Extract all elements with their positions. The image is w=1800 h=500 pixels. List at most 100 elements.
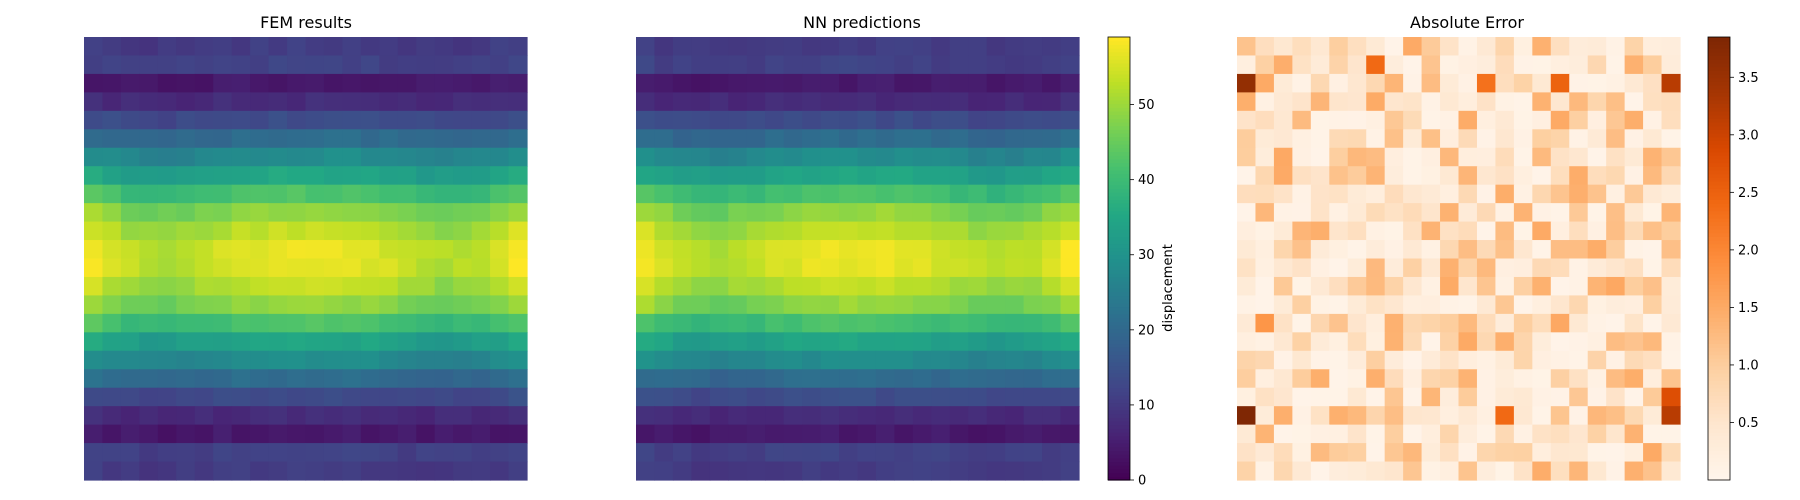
fem-cell-r17-c4 (157, 350, 177, 370)
nn-cell-r20-c11 (839, 406, 859, 426)
fem-cell-r6-c9 (250, 147, 270, 167)
fem-cell-r16-c3 (139, 332, 159, 352)
err-cell-r12-c7 (1366, 258, 1386, 278)
err-cell-r3-c18 (1569, 92, 1589, 112)
nn-cell-r1-c15 (912, 55, 932, 75)
err-cell-r17-c22 (1643, 350, 1663, 370)
nn-cell-r9-c22 (1042, 203, 1062, 223)
nn-cell-r6-c9 (802, 147, 822, 167)
fem-cell-r3-c0 (84, 92, 104, 112)
error-colorbar-gradient-step (1708, 118, 1730, 123)
nn-cell-r3-c2 (672, 92, 692, 112)
err-cell-r11-c20 (1606, 240, 1626, 260)
nn-cell-r17-c15 (912, 350, 932, 370)
err-cell-r4-c20 (1606, 110, 1626, 130)
fem-cell-r11-c15 (360, 240, 380, 260)
fem-cell-r1-c19 (434, 55, 454, 75)
nn-cell-r23-c12 (857, 461, 877, 481)
nn-cell-r12-c13 (875, 258, 896, 278)
fem-cell-r12-c18 (416, 258, 436, 278)
nn-cell-r11-c7 (765, 240, 785, 260)
fem-cell-r15-c20 (453, 313, 473, 333)
nn-cell-r23-c11 (839, 461, 859, 481)
err-cell-r10-c5 (1329, 221, 1349, 241)
err-cell-r0-c5 (1329, 37, 1349, 57)
fem-cell-r16-c18 (416, 332, 436, 352)
fem-cell-r22-c16 (379, 443, 399, 463)
nn-cell-r22-c12 (857, 443, 877, 463)
fem-cell-r18-c17 (397, 369, 417, 389)
fem-cell-r15-c21 (471, 313, 491, 333)
nn-cell-r2-c13 (875, 73, 896, 93)
err-cell-r19-c18 (1569, 387, 1589, 407)
fem-cell-r12-c1 (102, 258, 122, 278)
err-cell-r9-c11 (1440, 203, 1460, 223)
err-cell-r7-c20 (1606, 166, 1626, 186)
fem-cell-r3-c19 (434, 92, 454, 112)
err-cell-r9-c2 (1273, 203, 1293, 223)
err-cell-r18-c13 (1476, 369, 1497, 389)
fem-cell-r19-c6 (194, 387, 214, 407)
fem-cell-r13-c7 (213, 276, 233, 297)
nn-colorbar-gradient-step (1108, 236, 1130, 241)
nn-colorbar-gradient-step (1108, 140, 1130, 145)
err-cell-r16-c2 (1273, 332, 1293, 352)
fem-cell-r12-c2 (120, 258, 140, 278)
err-cell-r7-c6 (1347, 166, 1367, 186)
fem-cell-r4-c18 (416, 110, 436, 130)
nn-cell-r10-c22 (1042, 221, 1062, 241)
nn-cell-r6-c12 (857, 147, 877, 167)
fem-cell-r6-c3 (139, 147, 159, 167)
err-cell-r12-c9 (1403, 258, 1423, 278)
nn-colorbar-gradient-step (1108, 59, 1130, 64)
nn-cell-r0-c4 (709, 37, 729, 57)
err-cell-r21-c12 (1458, 424, 1478, 444)
fem-cell-r0-c4 (157, 37, 177, 57)
err-cell-r17-c15 (1513, 350, 1533, 370)
fem-cell-r7-c7 (213, 166, 233, 186)
nn-cell-r18-c17 (949, 369, 969, 389)
nn-cell-r18-c21 (1023, 369, 1043, 389)
fem-cell-r23-c16 (379, 461, 399, 481)
nn-cell-r7-c23 (1060, 166, 1080, 186)
fem-cell-r9-c13 (323, 203, 344, 223)
fem-cell-r19-c17 (397, 387, 417, 407)
err-cell-r19-c2 (1273, 387, 1293, 407)
err-cell-r8-c11 (1440, 184, 1460, 204)
nn-colorbar-gradient-step (1108, 192, 1130, 197)
nn-cell-r22-c7 (765, 443, 785, 463)
err-cell-r16-c8 (1384, 332, 1404, 352)
fem-cell-r9-c17 (397, 203, 417, 223)
err-cell-r16-c13 (1476, 332, 1497, 352)
nn-cell-r3-c8 (783, 92, 803, 112)
err-cell-r8-c0 (1237, 184, 1257, 204)
err-cell-r12-c4 (1310, 258, 1330, 278)
nn-cell-r10-c15 (912, 221, 932, 241)
fem-cell-r14-c23 (508, 295, 528, 315)
fem-cell-r20-c4 (157, 406, 177, 426)
err-cell-r11-c5 (1329, 240, 1349, 260)
nn-cell-r6-c20 (1005, 147, 1025, 167)
fem-cell-r7-c22 (490, 166, 510, 186)
nn-cell-r3-c3 (691, 92, 711, 112)
nn-colorbar-gradient-step (1108, 409, 1130, 415)
fem-cell-r10-c19 (434, 221, 454, 241)
err-cell-r6-c6 (1347, 147, 1367, 167)
nn-colorbar-gradient-step (1108, 132, 1130, 138)
nn-cell-r20-c9 (802, 406, 822, 426)
nn-cell-r14-c4 (709, 295, 729, 315)
nn-cell-r10-c19 (986, 221, 1006, 241)
err-cell-r0-c2 (1273, 37, 1293, 57)
nn-cell-r23-c4 (709, 461, 729, 481)
nn-colorbar-gradient-step (1108, 155, 1130, 160)
err-cell-r4-c21 (1624, 110, 1644, 130)
nn-cell-r9-c2 (672, 203, 692, 223)
fem-cell-r0-c11 (287, 37, 307, 57)
err-cell-r5-c13 (1476, 129, 1497, 149)
fem-cell-r7-c20 (453, 166, 473, 186)
err-cell-r6-c21 (1624, 147, 1644, 167)
nn-cell-r17-c22 (1042, 350, 1062, 370)
nn-cell-r11-c17 (949, 240, 969, 260)
nn-cell-r12-c21 (1023, 258, 1043, 278)
nn-cell-r0-c13 (875, 37, 896, 57)
